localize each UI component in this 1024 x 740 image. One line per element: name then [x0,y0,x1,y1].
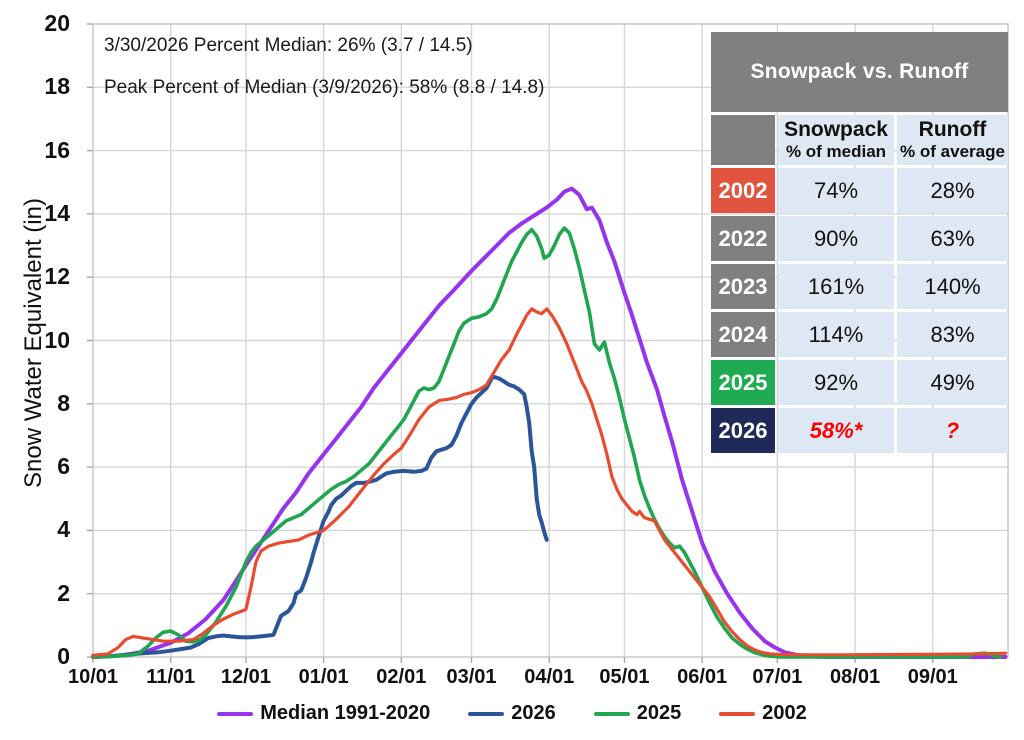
legend-label: 2002 [762,702,807,724]
x-tick-label: 11/01 [146,666,196,688]
legend-item-2025: 2025 [593,702,682,725]
legend-label: Median 1991-2020 [260,702,431,724]
y-tick-label: 6 [57,453,70,480]
table-year-chip-2002: 2002 [711,168,775,213]
annotation-peak-percent: Peak Percent of Median (3/9/2026): 58% (… [104,77,545,98]
table-runoff-value-2002: 28% [897,168,1008,213]
table-year-chip-2022: 2022 [711,216,775,261]
table-snowpack-value-2026: 58%* [778,408,894,453]
x-tick-label: 07/01 [752,666,803,688]
table-runoff-value-2025: 49% [897,360,1008,405]
table-snowpack-value-2023: 161% [778,264,894,309]
table-runoff-value-2022: 63% [897,216,1008,261]
table-runoff-value-2026: ? [897,408,1008,453]
series-line-2025 [91,226,1003,659]
table-snowpack-value-2025: 92% [778,360,894,405]
y-tick-label: 16 [44,136,70,163]
table-year-chip-2026: 2026 [711,408,775,453]
table-year-chip-2024: 2024 [711,312,775,357]
plot-border [92,23,1009,658]
snowpack-runoff-table: Snowpack vs. Runoff Snowpack% of median R… [711,32,1008,453]
x-tick-label: 05/01 [599,666,650,688]
x-tick-label: 09/01 [907,666,958,688]
table-header-title: Snowpack [784,118,888,142]
y-tick-label: 14 [44,199,70,226]
legend-item-2026: 2026 [468,702,556,725]
y-tick-label: 12 [44,263,70,290]
table-header-col-2: Runoff% of average [897,115,1008,165]
x-tick-label: 12/01 [220,666,271,688]
legend-line-swatch [468,711,505,716]
table-snowpack-value-2022: 90% [778,216,894,261]
x-tick-label: 02/01 [376,666,427,688]
table-header-col-1: Snowpack% of median [778,115,894,165]
y-tick-label: 20 [44,10,70,36]
legend-line-swatch [719,711,756,716]
y-tick-label: 0 [57,643,70,669]
y-tick-label: 2 [57,579,70,606]
table-title: Snowpack vs. Runoff [711,32,1008,112]
legend-label: 2025 [636,702,682,724]
y-tick-label: 10 [44,326,70,353]
y-tick-label: 18 [44,73,70,100]
table-year-chip-2023: 2023 [711,264,775,309]
y-tick-label: 8 [57,389,70,416]
series-line-median-1991-2020 [91,186,1008,659]
legend-label: 2026 [511,702,556,724]
x-tick-label: 08/01 [830,666,881,688]
table-header-title: Runoff [918,118,987,142]
table-header-corner [711,115,775,165]
table-header-subtitle: % of average [900,142,1005,162]
x-tick-label: 03/01 [446,666,497,688]
table-snowpack-value-2024: 114% [778,312,894,357]
table-header-subtitle: % of median [785,142,887,162]
series-line-2026 [91,374,549,659]
legend-item-2002: 2002 [719,702,807,725]
x-tick-label: 01/01 [298,666,349,688]
x-tick-label: 10/01 [67,666,119,688]
table-year-chip-2025: 2025 [711,360,775,405]
table-snowpack-value-2002: 74% [778,168,894,213]
chart-legend: Median 1991-2020 2026 2025 2002 [0,702,1024,725]
table-runoff-value-2023: 140% [897,264,1008,309]
y-tick-label: 4 [57,516,70,543]
table-runoff-value-2024: 83% [897,312,1008,357]
legend-line-swatch [593,711,630,716]
legend-item-median-1991-2020: Median 1991-2020 [217,702,430,725]
legend-line-swatch [217,711,254,716]
annotation-percent-median: 3/30/2026 Percent Median: 26% (3.7 / 14.… [104,35,473,56]
x-tick-label: 04/01 [524,666,575,688]
x-tick-label: 06/01 [677,666,728,688]
series-line-2002 [91,307,1008,658]
